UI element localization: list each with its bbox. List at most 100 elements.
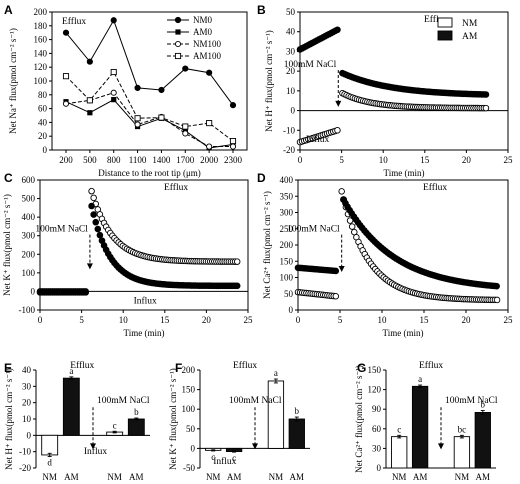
x-axis-label: Time (min): [124, 328, 165, 338]
y-axis-label: Net K⁺ flux(pmol cm⁻² s⁻¹): [2, 194, 12, 296]
data-point: [110, 89, 117, 96]
y-tick-label: 200: [182, 365, 196, 375]
y-tick-label: 150: [182, 385, 196, 395]
data-point: [233, 258, 241, 265]
y-tick-label: 50: [186, 424, 196, 434]
y-tick-label: 0: [43, 145, 48, 155]
arrow-label: 100mM NaCl: [97, 396, 150, 406]
x-tick-label: NM: [392, 472, 407, 482]
data-point: [86, 97, 93, 104]
data-point: [233, 282, 241, 290]
data-point: [182, 123, 189, 130]
data-point: [158, 114, 165, 121]
y-tick-label: 600: [22, 175, 36, 185]
y-tick-label: 120: [368, 385, 382, 395]
data-point: [206, 143, 213, 150]
panel-label-E: E: [4, 361, 12, 375]
y-tick-label: 0: [291, 106, 296, 116]
y-tick-label: 0: [377, 463, 382, 473]
x-tick-label: 0: [38, 315, 43, 325]
y-tick-label: 300: [22, 231, 36, 241]
data-point: [229, 137, 237, 145]
data-point: [175, 29, 181, 35]
legend-label-AM: AM: [462, 32, 478, 42]
x-tick-label: 25: [244, 315, 254, 325]
y-tick-label: 50: [284, 289, 294, 299]
data-point: [334, 127, 341, 134]
data-point: [82, 289, 90, 296]
arrow-head: [86, 263, 93, 270]
significance-letter: a: [274, 368, 278, 378]
data-point: [90, 194, 97, 202]
annotation-efflux: Efflux: [233, 360, 257, 371]
y-tick-label: 10: [286, 86, 296, 96]
y-tick-label: 30: [372, 443, 382, 453]
y-axis-label: Net Ca²⁺ flux(pmol cm⁻² s⁻¹): [354, 365, 364, 473]
bar: [267, 380, 285, 449]
y-tick-label: 150: [280, 256, 294, 266]
y-tick-label: 200: [34, 7, 48, 17]
annotation-efflux: Efflux: [424, 14, 448, 25]
x-axis-label: Time (min): [384, 168, 425, 178]
data-point: [332, 293, 340, 300]
panel-E: -20 -10 0 10 20 30 40 Net H⁺ flux(pmol cm⁻² s⁻¹…: [4, 360, 150, 482]
panel-label-G: G: [357, 361, 366, 375]
legend-label-NM100: NM100: [193, 39, 222, 49]
x-tick-label: 15: [420, 315, 430, 325]
y-tick-label: 0: [191, 443, 196, 453]
data-point: [338, 188, 345, 195]
data-point: [86, 58, 93, 65]
data-point: [111, 97, 117, 103]
legend-swatch: [437, 30, 453, 41]
x-tick-label: AM: [227, 472, 242, 482]
annotation-influx: Influx: [213, 456, 236, 467]
x-tick-label: 2000: [200, 155, 219, 165]
x-tick-label: NM: [269, 472, 284, 482]
arrow-label: 100mM NaCl: [287, 225, 340, 235]
annotation-influx: Influx: [134, 295, 157, 306]
y-tick-label: 20: [286, 66, 296, 76]
significance-letter: c: [113, 420, 117, 430]
x-tick-label: 500: [83, 155, 97, 165]
panel-F: -50 0 50 100 150 200 Net K⁺ flux(pmol cm⁻² s⁻¹…: [168, 360, 310, 482]
legend-label-AM100: AM100: [193, 51, 222, 61]
x-tick-label: 10: [119, 315, 129, 325]
data-point: [334, 26, 341, 34]
y-tick-label: 100: [182, 404, 196, 414]
series-line-AM100: [65, 71, 234, 142]
y-tick-label: 50: [286, 7, 296, 17]
bar: [391, 436, 408, 469]
panel-label-B: B: [257, 3, 266, 17]
data-point: [482, 104, 490, 112]
y-tick-label: 80: [38, 90, 48, 100]
data-point: [493, 296, 501, 304]
significance-letter: c: [211, 452, 215, 462]
x-tick-label: 1700: [176, 155, 195, 165]
arrow-head: [90, 443, 96, 450]
x-tick-label: 200: [59, 155, 73, 165]
x-tick-label: 5: [338, 315, 343, 325]
y-tick-label: -10: [283, 125, 295, 135]
bar: [453, 436, 471, 469]
bar: [288, 418, 305, 449]
significance-letter: b: [295, 406, 300, 416]
y-tick-label: 350: [280, 191, 294, 201]
significance-letter: b: [134, 407, 139, 417]
series-line-NM100: [65, 92, 233, 148]
legend-label-AM0: AM0: [193, 27, 213, 37]
y-axis-label: Net K⁺ flux(pmol cm⁻² s⁻¹): [168, 368, 178, 470]
annotation-efflux: Efflux: [164, 182, 188, 193]
y-tick-label: 30: [22, 381, 32, 391]
arrow-label: 100mM NaCl: [284, 60, 337, 70]
bar: [411, 385, 429, 469]
y-tick-label: 400: [280, 175, 294, 185]
x-tick-label: AM: [290, 472, 305, 482]
x-tick-label: 25: [504, 155, 514, 165]
y-tick-label: 20: [38, 131, 48, 141]
data-point: [134, 115, 141, 122]
bar: [41, 434, 59, 456]
x-tick-label: 800: [107, 155, 121, 165]
x-tick-label: 10: [378, 315, 388, 325]
